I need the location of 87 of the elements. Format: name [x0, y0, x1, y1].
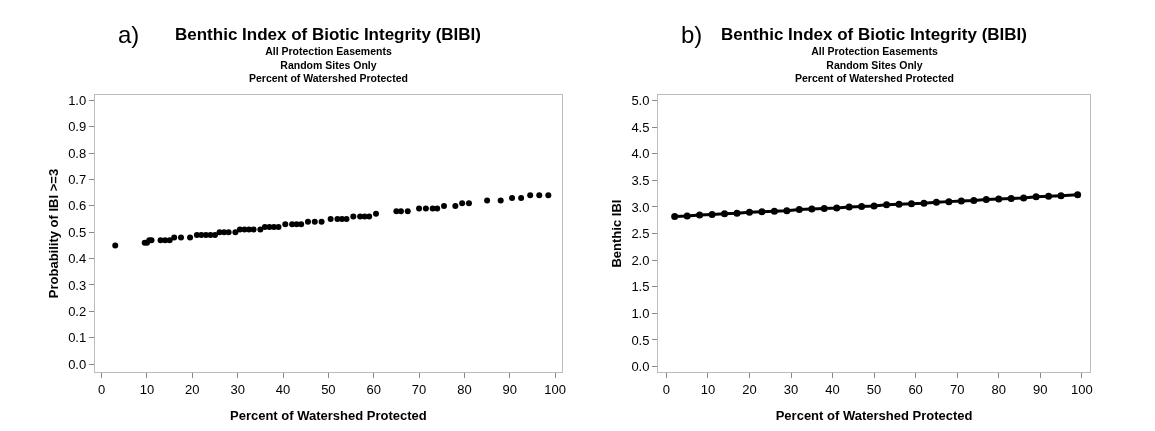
- y-tick-label: 3.5: [631, 172, 650, 188]
- x-tick-label: 70: [949, 381, 965, 397]
- y-tick-label: 1.0: [631, 305, 650, 321]
- x-tick-label: 40: [275, 381, 291, 397]
- y-tick-label: 4.5: [631, 119, 650, 135]
- point: [671, 213, 679, 221]
- y-tick-label: 5.0: [631, 93, 650, 109]
- point: [920, 199, 928, 207]
- chart-subtitle: All Protection Easements Random Sites Only Percent of Watershed Protected: [795, 45, 954, 85]
- point: [1020, 194, 1028, 202]
- x-tick-label: 60: [366, 381, 381, 397]
- x-tick-label: 20: [185, 381, 200, 397]
- point: [733, 209, 741, 217]
- y-tick-label: 0.5: [68, 224, 87, 240]
- x-tick-label: 80: [991, 381, 1006, 397]
- point: [907, 200, 915, 208]
- point: [1007, 194, 1015, 202]
- y-tick-label: 0.4: [68, 251, 87, 267]
- y-tick-label: 0.2: [68, 303, 87, 319]
- y-tick-label: 1.5: [631, 279, 650, 295]
- x-tick-label: 50: [321, 381, 336, 397]
- y-axis-title: Probability of IBI >=3: [46, 168, 62, 299]
- x-tick-label: 10: [139, 381, 155, 397]
- x-tick-label: 40: [825, 381, 840, 397]
- point: [770, 207, 778, 215]
- point: [758, 208, 766, 216]
- point: [783, 207, 791, 215]
- y-tick-label: 0.7: [68, 172, 87, 188]
- x-tick-label: 90: [502, 381, 518, 397]
- text: a): [118, 21, 140, 48]
- point: [957, 197, 965, 205]
- y-tick-label: 2.5: [631, 226, 650, 242]
- point: [1045, 192, 1053, 200]
- y-tick-label: 0.5: [631, 332, 650, 348]
- y-tick-label: 3.0: [631, 199, 650, 215]
- point: [795, 206, 803, 214]
- point: [895, 200, 903, 208]
- x-tick-label: 0: [662, 381, 670, 397]
- point: [833, 204, 841, 212]
- x-tick-label: 60: [908, 381, 923, 397]
- x-tick-label: 20: [742, 381, 757, 397]
- point: [1032, 193, 1040, 201]
- x-axis-title: Percent of Watershed Protected: [775, 408, 973, 424]
- point: [745, 208, 753, 216]
- y-tick-label: 0.3: [68, 277, 87, 293]
- x-tick-label: 0: [98, 381, 106, 397]
- x-tick-label: 30: [230, 381, 245, 397]
- y-tick-label: 4.0: [631, 146, 650, 162]
- point: [945, 198, 953, 206]
- x-tick-label: 50: [866, 381, 882, 397]
- point: [870, 202, 878, 210]
- point: [820, 205, 828, 213]
- y-tick-label: 0.6: [68, 198, 87, 214]
- y-axis-title: Benthic IBI: [609, 199, 625, 268]
- point: [845, 203, 853, 211]
- point: [995, 195, 1003, 203]
- point: [683, 212, 691, 220]
- chart-title: Benthic Index of Biotic Integrity (BIBI): [175, 25, 482, 44]
- x-tick-label: 100: [544, 381, 566, 397]
- point: [858, 202, 866, 210]
- chart-title: Benthic Index of Biotic Integrity (BIBI): [721, 25, 1028, 44]
- point: [982, 196, 990, 203]
- x-tick-label: 10: [700, 381, 716, 397]
- point: [696, 211, 704, 219]
- point: [708, 210, 716, 218]
- y-tick-label: 0.0: [631, 359, 650, 375]
- point: [1074, 191, 1082, 199]
- y-tick-label: 0.8: [68, 145, 87, 161]
- point: [721, 210, 729, 218]
- y-tick-label: 0.9: [68, 119, 87, 135]
- y-tick-label: 0.0: [68, 356, 87, 372]
- y-tick-label: 2.0: [631, 252, 650, 268]
- text: b): [681, 21, 703, 48]
- x-tick-label: 100: [1070, 381, 1093, 397]
- chart-subtitle: All Protection Easements Random Sites Only Percent of Watershed Protected: [249, 45, 408, 85]
- point: [883, 201, 891, 209]
- x-tick-label: 90: [1033, 381, 1048, 397]
- y-tick-label: 1.0: [68, 93, 87, 109]
- point: [1057, 192, 1065, 200]
- x-tick-label: 30: [783, 381, 799, 397]
- x-tick-label: 80: [457, 381, 472, 397]
- point: [970, 197, 978, 205]
- x-axis-title: Percent of Watershed Protected: [230, 408, 427, 424]
- y-tick-label: 0.1: [68, 330, 87, 346]
- x-tick-label: 70: [411, 381, 427, 397]
- point: [932, 198, 940, 206]
- point: [808, 205, 816, 213]
